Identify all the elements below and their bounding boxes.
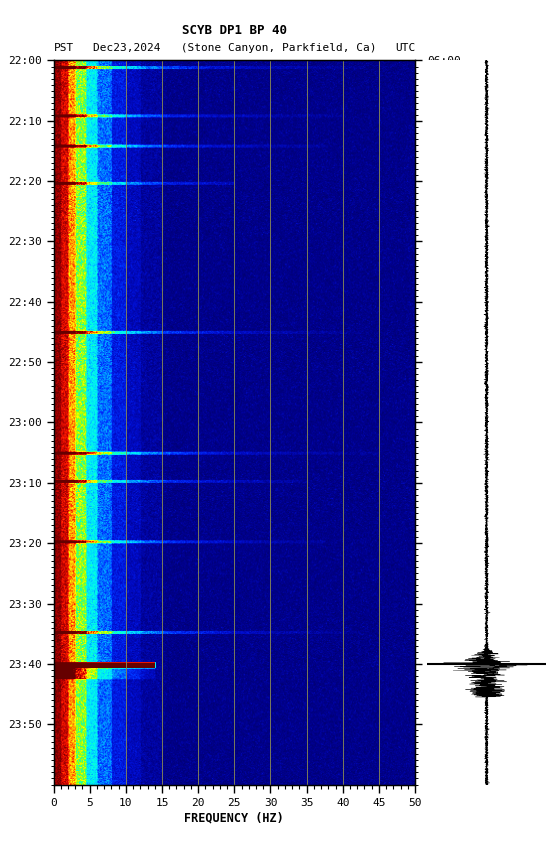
Text: SCYB DP1 BP 40: SCYB DP1 BP 40 (182, 23, 287, 37)
Text: UTC: UTC (395, 42, 415, 53)
Text: Dec23,2024   (Stone Canyon, Parkfield, Ca): Dec23,2024 (Stone Canyon, Parkfield, Ca) (93, 42, 376, 53)
Text: PST: PST (54, 42, 74, 53)
X-axis label: FREQUENCY (HZ): FREQUENCY (HZ) (184, 812, 284, 825)
